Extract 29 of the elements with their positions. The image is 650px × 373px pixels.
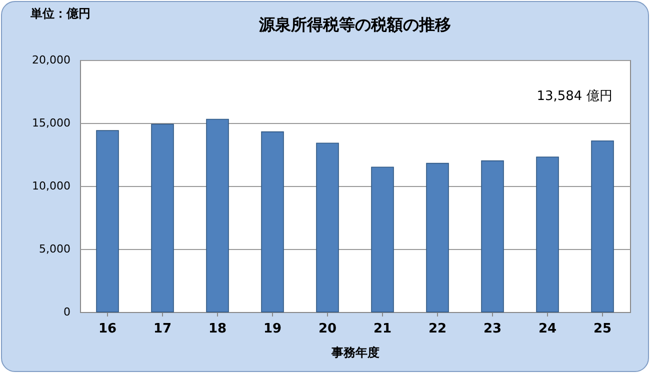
bar (151, 124, 174, 312)
y-tick-label: 10,000 (32, 180, 70, 192)
x-tick-label: 20 (318, 322, 337, 336)
bar (316, 142, 339, 312)
bar (371, 166, 394, 312)
x-tick-label: 22 (428, 322, 447, 336)
bar (206, 118, 229, 312)
y-tick-label: 5,000 (39, 242, 70, 256)
x-tick-label: 16 (98, 322, 117, 336)
x-tick-label: 24 (538, 322, 557, 336)
x-tick-label: 25 (593, 322, 612, 336)
x-tick-label: 23 (483, 322, 502, 336)
bar (591, 140, 614, 312)
text: 0 (64, 306, 70, 318)
x-tick-label: 18 (208, 322, 227, 336)
y-axis-title: 単位：億円 (30, 6, 90, 20)
x-axis-title: 事務年度 (330, 346, 380, 360)
y-tick-label: 15,000 (32, 116, 70, 130)
y-tick-label: 20,000 (32, 54, 70, 66)
bar (481, 160, 504, 312)
annotation: 13,584 億円 (536, 88, 612, 104)
chart-title: 源泉所得税等の税額の推移 (258, 15, 451, 34)
bar (426, 162, 449, 312)
x-tick-label: 19 (263, 322, 282, 336)
bar (536, 156, 559, 312)
x-tick-label: 17 (153, 322, 172, 336)
bar (261, 131, 284, 312)
x-tick-label: 21 (373, 322, 392, 336)
bar (96, 130, 119, 312)
